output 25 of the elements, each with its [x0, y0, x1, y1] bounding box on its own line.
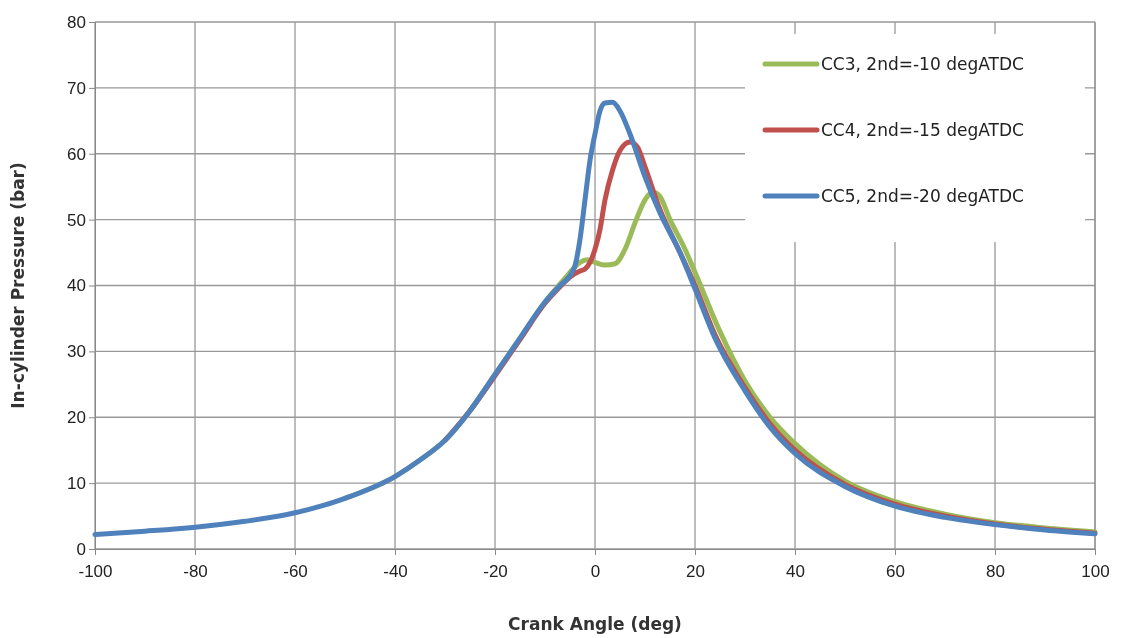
x-tick-label: -80: [183, 561, 208, 581]
y-tick-label: 70: [67, 78, 86, 98]
x-tick-label: 60: [886, 561, 905, 581]
x-tick-label: 100: [1081, 561, 1110, 581]
x-tick-label: 40: [786, 561, 805, 581]
y-tick-label: 20: [67, 408, 86, 428]
legend-label: CC3, 2nd=-10 degATDC: [821, 54, 1024, 74]
y-tick-label: 40: [67, 276, 86, 296]
y-tick-label: 30: [67, 342, 86, 362]
legend-label: CC5, 2nd=-20 degATDC: [821, 186, 1024, 206]
x-tick-label: 80: [986, 561, 1005, 581]
x-tick-label: 0: [590, 561, 601, 581]
y-tick-label: 50: [67, 210, 86, 230]
x-tick-label: -60: [283, 561, 308, 581]
y-tick-label: 60: [67, 144, 86, 164]
y-axis-title: In-cylinder Pressure (bar): [8, 162, 28, 409]
y-tick-label: 10: [67, 474, 86, 494]
x-tick-label: -100: [78, 561, 113, 581]
y-tick-label: 80: [67, 12, 86, 32]
x-tick-label: -20: [483, 561, 508, 581]
x-tick-label: -40: [383, 561, 408, 581]
x-axis-title: Crank Angle (deg): [508, 614, 682, 634]
y-tick-label: 0: [76, 539, 86, 559]
x-tick-label: 20: [686, 561, 705, 581]
legend-label: CC4, 2nd=-15 degATDC: [821, 120, 1024, 140]
